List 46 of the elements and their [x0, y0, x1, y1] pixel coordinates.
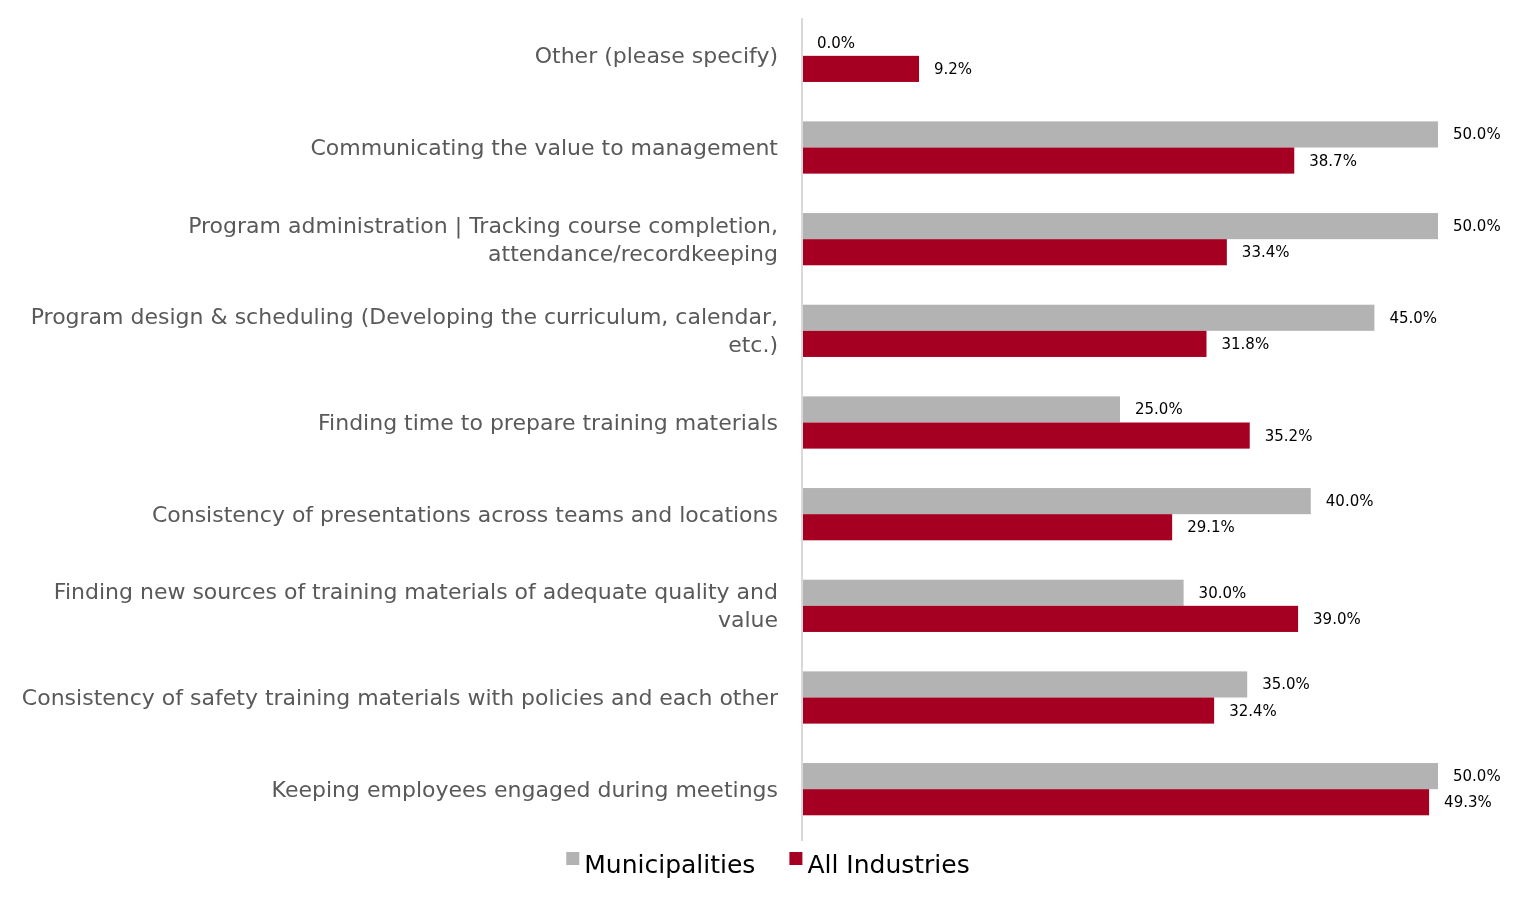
y-tick-label: Finding time to prepare training materials	[318, 410, 778, 435]
bar	[802, 514, 1173, 541]
data-label: 35.2%	[1264, 426, 1313, 445]
data-label: 9.2%	[934, 59, 973, 78]
bar	[802, 579, 1184, 606]
legend-label: All Industries	[807, 850, 970, 879]
y-tick-label: Communicating the value to management	[310, 135, 779, 160]
y-tick-label: Keeping employees engaged during meetings	[271, 776, 778, 802]
data-label: 50.0%	[1453, 125, 1501, 144]
bar	[802, 330, 1207, 357]
bar	[802, 396, 1120, 423]
data-label: 45.0%	[1389, 308, 1438, 327]
bar	[802, 789, 1430, 816]
y-tick-label: Program design & scheduling (Developing the curriculum, calendar, etc.)	[30, 304, 778, 358]
bar	[802, 121, 1438, 148]
y-tick-label: Finding new sources of training materials of adequate quality and value	[53, 579, 778, 633]
bar	[802, 239, 1227, 266]
bar	[802, 763, 1438, 790]
bar	[802, 55, 920, 82]
y-tick-label: Other (please specify)	[534, 43, 778, 69]
data-label: 50.0%	[1453, 217, 1501, 236]
data-label: 30.0%	[1198, 583, 1247, 602]
data-label: 0.0%	[817, 33, 856, 52]
data-label: 39.0%	[1313, 609, 1361, 628]
bar	[802, 697, 1215, 724]
bar	[802, 213, 1438, 240]
data-label: 35.0%	[1262, 675, 1310, 694]
y-tick-label: Consistency of presentations across teams and locations	[151, 501, 778, 527]
bar	[802, 671, 1248, 698]
y-tick-label: Program administration | Tracking course completion, attendance/recordkeeping	[188, 212, 778, 266]
data-label: 33.4%	[1241, 243, 1290, 262]
data-label: 25.0%	[1135, 400, 1183, 419]
data-label: 31.8%	[1221, 334, 1270, 353]
y-tick-label: Consistency of safety training materials with policies and each other	[21, 685, 779, 710]
bar	[802, 605, 1299, 632]
bar	[802, 147, 1295, 174]
data-label: 38.7%	[1309, 151, 1357, 170]
bar	[802, 422, 1250, 449]
data-label: 50.0%	[1453, 767, 1501, 786]
data-label: 32.4%	[1229, 701, 1277, 720]
data-label: 40.0%	[1325, 492, 1374, 511]
bar	[802, 488, 1311, 515]
data-label: 29.1%	[1187, 518, 1235, 537]
bar	[802, 304, 1375, 331]
data-label: 49.3%	[1444, 793, 1492, 812]
legend-label: Municipalities	[584, 850, 756, 879]
